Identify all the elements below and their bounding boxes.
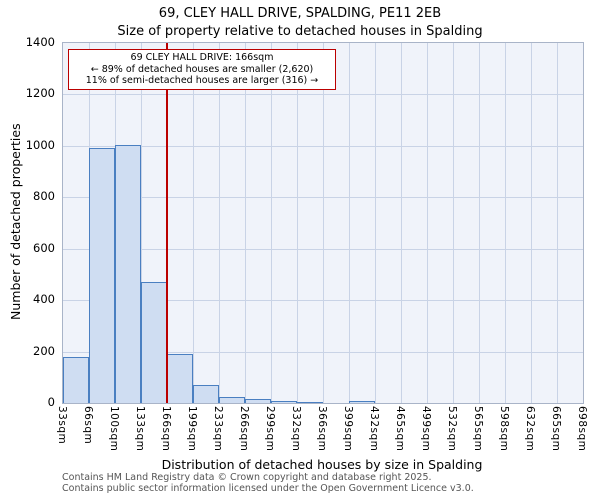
x-tick-label: 465sqm — [394, 406, 406, 452]
x-gridline — [297, 43, 298, 403]
x-gridline — [557, 43, 558, 403]
x-tick-label: 33sqm — [56, 406, 68, 445]
x-tick-label: 332sqm — [290, 406, 302, 452]
x-tick-label: 199sqm — [186, 406, 198, 452]
x-tick-label: 399sqm — [342, 406, 354, 452]
plot-area — [62, 42, 584, 404]
footer-attribution-line-1: Contains HM Land Registry data © Crown c… — [62, 472, 432, 483]
bar — [297, 401, 323, 403]
x-tick-label: 565sqm — [472, 406, 484, 452]
bar — [271, 400, 297, 403]
x-gridline — [427, 43, 428, 403]
annotation-property-line: 69 CLEY HALL DRIVE: 166sqm — [130, 52, 274, 63]
footer-attribution-line-2: Contains public sector information licen… — [62, 483, 474, 494]
x-tick-label: 632sqm — [524, 406, 536, 452]
x-tick-label: 133sqm — [134, 406, 146, 452]
x-tick-label: 598sqm — [498, 406, 510, 452]
x-tick-label: 233sqm — [212, 406, 224, 452]
x-tick-label: 532sqm — [446, 406, 458, 452]
bar — [115, 144, 141, 403]
x-gridline — [271, 43, 272, 403]
x-tick-label: 432sqm — [368, 406, 380, 452]
y-tick-label: 1200 — [25, 86, 55, 101]
chart-subtitle: Size of property relative to detached ho… — [117, 24, 483, 39]
y-tick-label: 800 — [33, 189, 55, 204]
x-gridline — [141, 43, 142, 403]
x-gridline — [219, 43, 220, 403]
y-tick-label: 1000 — [25, 137, 55, 152]
x-axis-label: Distribution of detached houses by size … — [161, 457, 483, 472]
x-tick-label: 299sqm — [264, 406, 276, 452]
annotation-box: 69 CLEY HALL DRIVE: 166sqm ← 89% of deta… — [68, 49, 336, 90]
x-gridline — [453, 43, 454, 403]
y-tick-label: 0 — [47, 395, 55, 409]
bar — [219, 396, 245, 403]
y-tick-label: 400 — [33, 292, 55, 307]
bar — [245, 399, 271, 403]
annotation-larger-line: 11% of semi-detached houses are larger (… — [85, 75, 319, 86]
chart-title: 69, CLEY HALL DRIVE, SPALDING, PE11 2EB — [158, 6, 442, 21]
x-tick-label: 665sqm — [550, 406, 562, 452]
bar — [167, 354, 193, 403]
x-gridline — [323, 43, 324, 403]
x-gridline — [245, 43, 246, 403]
x-gridline — [193, 43, 194, 403]
x-tick-label: 366sqm — [316, 406, 328, 452]
bar — [89, 148, 115, 403]
x-tick-label: 66sqm — [82, 406, 94, 445]
y-tick-label: 200 — [33, 343, 55, 358]
x-gridline — [401, 43, 402, 403]
property-size-marker-line — [166, 43, 168, 403]
x-gridline — [349, 43, 350, 403]
annotation-smaller-line: ← 89% of detached houses are smaller (2,… — [90, 63, 314, 75]
y-tick-label: 1400 — [25, 35, 55, 49]
x-gridline — [375, 43, 376, 403]
y-tick-label: 600 — [33, 240, 55, 255]
bar — [141, 282, 167, 403]
bar — [63, 356, 89, 403]
x-tick-label: 266sqm — [238, 406, 250, 452]
bar — [193, 385, 219, 403]
x-gridline — [479, 43, 480, 403]
x-tick-label: 166sqm — [160, 406, 172, 452]
x-tick-label: 499sqm — [420, 406, 432, 452]
x-tick-label: 698sqm — [576, 406, 588, 452]
x-gridline — [505, 43, 506, 403]
x-gridline — [531, 43, 532, 403]
x-tick-label: 100sqm — [108, 406, 120, 452]
bar — [349, 400, 375, 403]
